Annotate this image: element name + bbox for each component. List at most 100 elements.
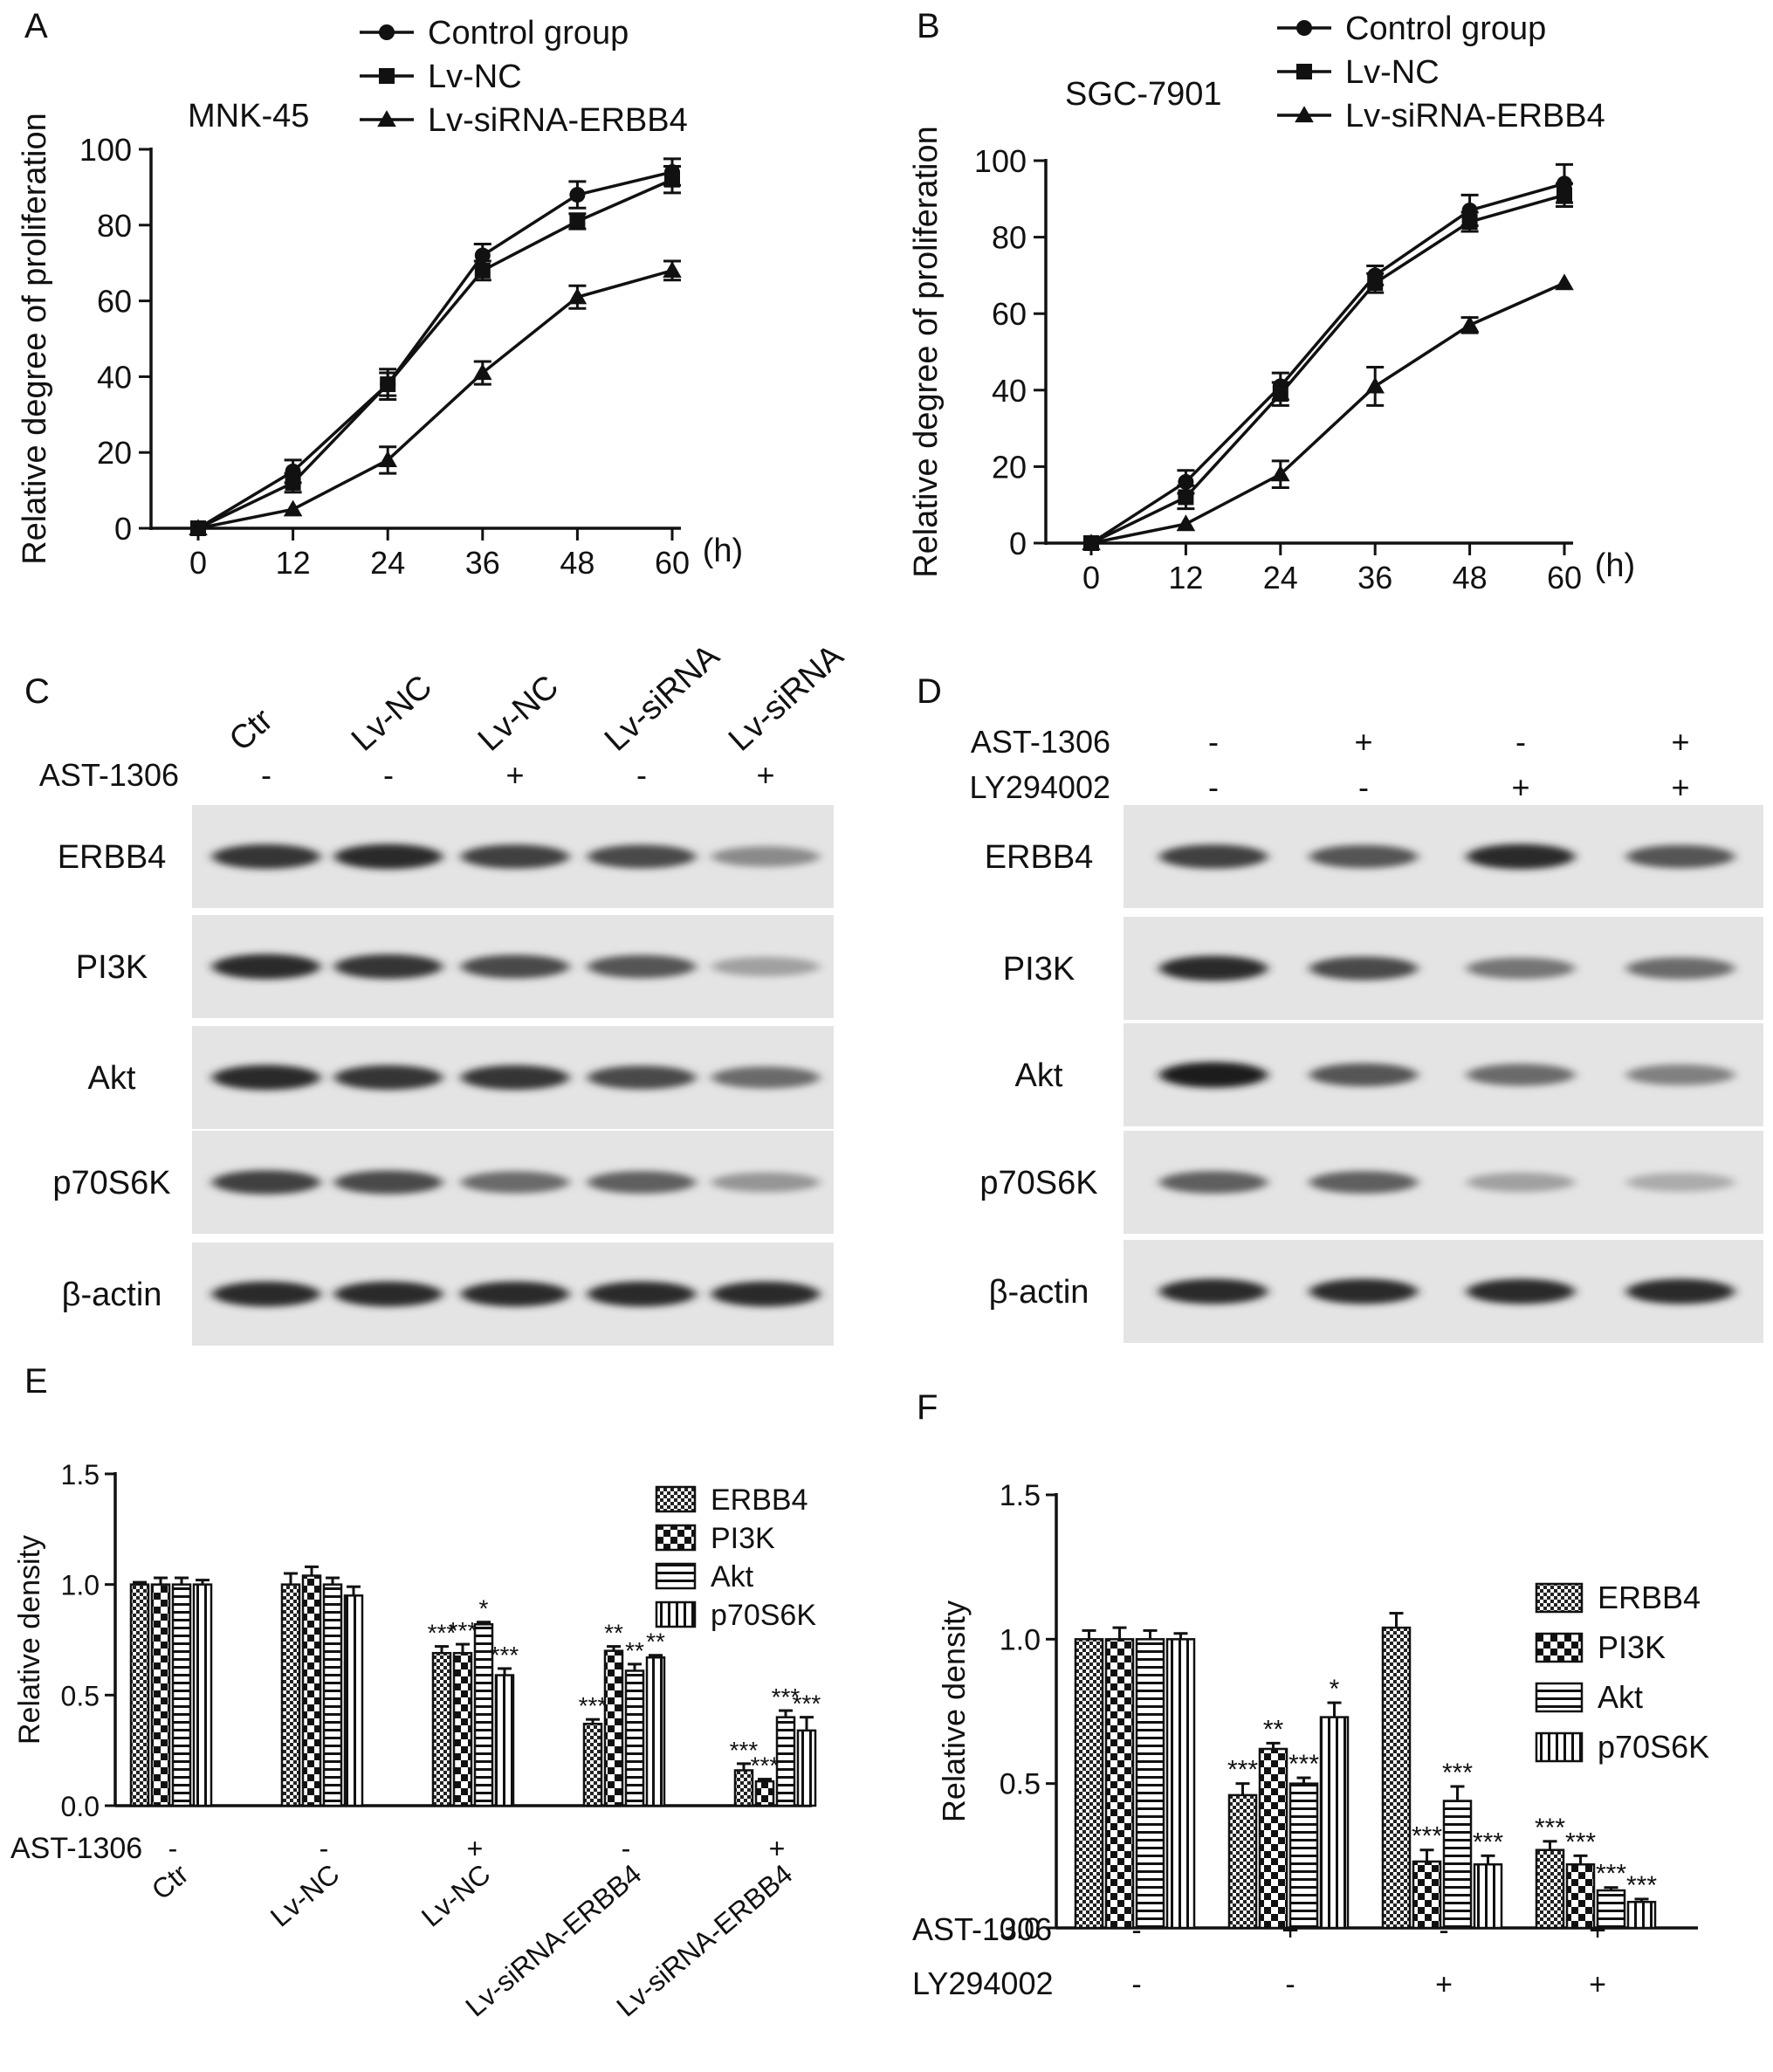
band-label: ERBB4	[985, 839, 1094, 876]
bar-group-item: **	[1258, 1715, 1289, 1930]
panel-letter-c: C	[24, 672, 50, 711]
x-tick-label: 60	[655, 545, 690, 581]
blot-row: PI3K	[1003, 917, 1763, 1020]
blot-row: p70S6K	[979, 1131, 1763, 1234]
protein-band	[212, 843, 320, 870]
protein-band	[1309, 1171, 1418, 1194]
panel-letter-d: D	[917, 672, 942, 711]
bar-group-item: ***	[1535, 1814, 1565, 1930]
treatment-sign: -	[636, 757, 647, 793]
data-point	[1367, 275, 1384, 292]
x-tick-label: 48	[560, 545, 594, 581]
bar-group-item	[1074, 1628, 1104, 1930]
legend-swatch	[655, 1600, 697, 1628]
western-blot-c: ERBB4 PI3K Akt p70S6K β-actin Ctr Lv-NC Lv-NC Lv…	[39, 637, 851, 1346]
treatment-sign: -	[383, 757, 394, 793]
category-label: Lv-NC	[416, 1858, 497, 1933]
western-blot-d: ERBB4 PI3K Akt p70S6K β-actin AST-1306 - + - + LY2…	[970, 724, 1763, 1343]
legend-label: Lv-siRNA-ERBB4	[428, 102, 688, 139]
treatment-sign: +	[1282, 1914, 1299, 1947]
x-tick-label: 0	[1082, 560, 1100, 595]
legend-swatch	[1535, 1582, 1584, 1614]
legend-marker	[379, 68, 395, 84]
legend-swatch	[655, 1562, 697, 1590]
protein-band	[588, 954, 696, 979]
bar-group-item	[280, 1572, 301, 1807]
legend-swatch	[1535, 1682, 1584, 1713]
bar	[624, 1669, 645, 1807]
data-point	[189, 519, 208, 536]
protein-band	[1626, 1064, 1735, 1085]
series-circle	[1083, 162, 1573, 551]
bar-group-item: ***	[1442, 1759, 1473, 1930]
bar	[192, 1583, 213, 1807]
protein-band	[588, 844, 696, 869]
treatment-sign: -	[622, 1833, 631, 1864]
treatment-sign: -	[1131, 1914, 1141, 1947]
x-tick-label: 24	[370, 545, 405, 581]
band-label: Akt	[1015, 1057, 1063, 1094]
bar	[129, 1583, 150, 1807]
bar-group-item: ***	[1565, 1828, 1596, 1930]
bar-group-item: **	[645, 1628, 666, 1807]
y-tick-label: 1.0	[61, 1570, 100, 1601]
treatment-sign: -	[1208, 724, 1219, 760]
significance-mark: ***	[730, 1737, 759, 1764]
significance-mark: ***	[1535, 1814, 1565, 1842]
significance-mark: ***	[1412, 1822, 1442, 1851]
y-tick-label: 20	[992, 449, 1027, 485]
bar	[452, 1651, 473, 1807]
treatment-sign: +	[467, 1833, 484, 1864]
series-line	[197, 178, 673, 530]
data-point	[1461, 214, 1478, 231]
bar	[280, 1583, 301, 1807]
data-point	[1271, 465, 1290, 482]
legend-label: Lv-NC	[1345, 54, 1440, 91]
x-axis-label: (h)	[1595, 547, 1635, 584]
band-label: β-actin	[62, 1277, 162, 1313]
protein-band	[1309, 844, 1418, 869]
data-point	[1557, 187, 1572, 203]
band-label: ERBB4	[58, 839, 167, 876]
bar	[1381, 1626, 1412, 1930]
protein-band	[1309, 1063, 1418, 1087]
bar	[775, 1716, 796, 1807]
y-tick-label: 100	[974, 143, 1027, 179]
protein-band	[1159, 1278, 1268, 1304]
y-tick-label: 60	[97, 284, 132, 320]
lane-label: Lv-siRNA	[722, 637, 851, 759]
treatment-sign: +	[1671, 769, 1689, 805]
data-point	[1082, 533, 1101, 551]
significance-mark: ***	[1227, 1756, 1258, 1785]
blot-row: Akt	[1015, 1023, 1763, 1126]
y-tick-label: 0.5	[1000, 1768, 1041, 1801]
band-label: p70S6K	[52, 1165, 170, 1201]
blot-row: p70S6K	[52, 1131, 834, 1234]
bar-group-item: ***	[449, 1617, 477, 1807]
blot-row: Akt	[88, 1026, 834, 1129]
band-label: β-actin	[989, 1274, 1089, 1311]
bar-group-item: *	[1319, 1675, 1350, 1930]
data-point	[283, 499, 303, 517]
treatment-sign: +	[1435, 1968, 1453, 2001]
protein-band	[1159, 1171, 1268, 1194]
lane-label: Lv-NC	[345, 668, 439, 758]
bar	[431, 1651, 452, 1807]
protein-band	[588, 1281, 696, 1307]
significance-mark: ***	[1289, 1750, 1319, 1779]
bar	[603, 1649, 624, 1807]
y-axis-label: Relative density	[936, 1600, 972, 1822]
legend-marker	[1296, 64, 1312, 79]
protein-band	[461, 1281, 569, 1307]
bar	[1165, 1638, 1196, 1930]
series-line	[197, 170, 673, 530]
data-point	[1272, 386, 1289, 403]
bar	[301, 1574, 322, 1807]
protein-band	[588, 1065, 696, 1090]
protein-band	[334, 843, 443, 870]
significance-mark: ***	[491, 1642, 519, 1669]
legend-swatch	[655, 1485, 697, 1513]
protein-band	[1467, 1172, 1575, 1193]
bar	[1104, 1638, 1135, 1930]
data-point	[569, 213, 586, 230]
